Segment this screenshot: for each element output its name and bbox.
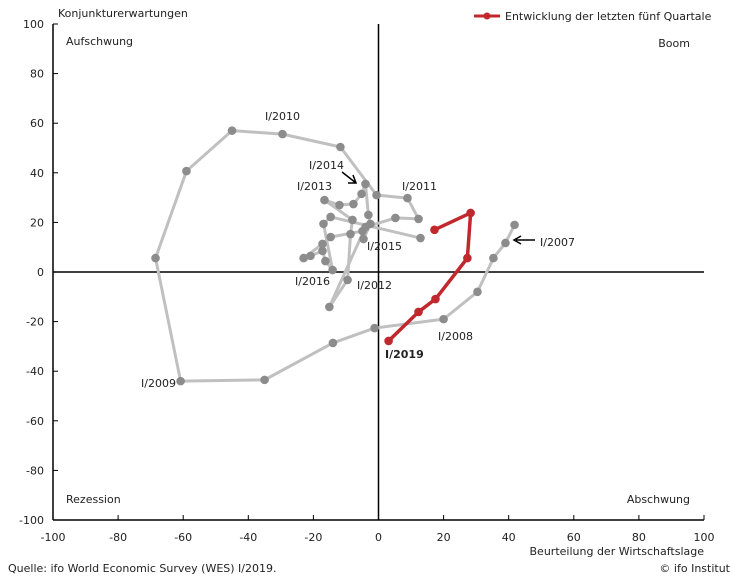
history-point [336, 142, 345, 152]
y-tick-label: 100 [23, 18, 44, 31]
history-point [176, 376, 185, 386]
recent-quarter-point [430, 225, 439, 235]
history-point [372, 190, 381, 200]
history-point [320, 195, 329, 205]
history-point [403, 193, 412, 203]
quadrant-label-top-right: Boom [658, 37, 690, 50]
history-point [358, 226, 367, 236]
history-point [501, 238, 510, 248]
history-point [439, 314, 448, 324]
y-tick-label: -20 [26, 316, 44, 329]
annotation-label: I/2009 [141, 377, 176, 390]
annotation-label: I/2019 [385, 348, 424, 361]
y-tick-label: -80 [26, 464, 44, 477]
annotations: I/2007 I/2008 I/2009 I/2010 I/2011 I/2012 I/20… [141, 110, 575, 390]
axes-frame [52, 24, 704, 521]
history-point [278, 129, 287, 139]
history-point [366, 219, 375, 229]
annotation-label: I/2015 [367, 240, 402, 253]
annotation-label: I/2014 [309, 159, 344, 172]
y-tick-label: -100 [19, 514, 44, 527]
history-point [319, 219, 328, 229]
annotation-label: I/2008 [438, 330, 473, 343]
history-point [510, 220, 519, 230]
source-note: Quelle: ifo World Economic Survey (WES) … [8, 562, 277, 575]
history-point [357, 189, 366, 199]
history-point [318, 246, 327, 256]
history-point [414, 214, 423, 224]
history-point [364, 210, 373, 220]
annotation-label: I/2013 [297, 180, 332, 193]
history-point [370, 323, 379, 333]
recent-quarter-point [431, 294, 440, 304]
history-point [328, 265, 337, 275]
history-point [306, 251, 315, 261]
history-point [151, 253, 160, 263]
history-point [359, 234, 368, 244]
y-axis-label: Konjunkturerwartungen [58, 7, 188, 20]
history-point [321, 256, 330, 266]
x-tick-label: 60 [567, 531, 581, 544]
history-point [489, 253, 498, 263]
y-tick-label: -60 [26, 415, 44, 428]
arrow-icon [512, 235, 535, 245]
legend: Entwicklung der letzten fünf Quartale [474, 10, 712, 23]
x-tick-label: 100 [694, 531, 715, 544]
x-tick-label: 20 [437, 531, 451, 544]
x-tick-label: -60 [174, 531, 192, 544]
tick-labels: -100 -80 -60 -40 -20 0 20 40 60 80 100 -100 -80 -60 -4… [19, 18, 714, 544]
history-point [349, 199, 358, 209]
recent-quarter-point [463, 253, 472, 263]
y-tick-label: 0 [37, 266, 44, 279]
x-tick-label: -80 [109, 531, 127, 544]
history-point [348, 215, 357, 225]
quadrant-label-bottom-left: Rezession [66, 493, 121, 506]
x-tick-label: -20 [304, 531, 322, 544]
recent-quarter-point [466, 208, 475, 218]
history-point [182, 166, 191, 176]
x-tick-label: 80 [632, 531, 646, 544]
annotation-label: I/2012 [357, 279, 392, 292]
history-point [335, 200, 344, 210]
x-tick-label: -40 [239, 531, 257, 544]
recent-quarter-point [384, 336, 393, 346]
series-group [151, 126, 519, 386]
history-point [325, 302, 334, 312]
annotation-label: I/2016 [295, 275, 330, 288]
annotation-label: I/2011 [402, 180, 437, 193]
legend-label: Entwicklung der letzten fünf Quartale [505, 10, 712, 23]
history-point [326, 212, 335, 222]
history-point [326, 232, 335, 242]
x-tick-label: -100 [41, 531, 66, 544]
history-point [416, 233, 425, 243]
recent-quarter-point [414, 307, 423, 317]
history-point [299, 253, 308, 263]
annotation-label: I/2007 [540, 236, 575, 249]
annotation-label: I/2010 [265, 110, 300, 123]
history-point [391, 213, 400, 223]
x-axis-label: Beurteilung der Wirtschaftslage [530, 545, 705, 558]
history-point [361, 179, 370, 189]
quadrant-label-bottom-right: Abschwung [627, 493, 690, 506]
recent-quarters-line [387, 211, 473, 343]
quadrant-label-top-left: Aufschwung [66, 35, 133, 48]
legend-marker [483, 12, 491, 20]
history-point [328, 338, 338, 348]
history-point [473, 287, 482, 297]
copyright: © ifo Institut [659, 562, 730, 575]
y-tick-label: 20 [30, 216, 44, 229]
history-point [346, 229, 355, 239]
x-tick-label: 40 [502, 531, 516, 544]
history-point [343, 275, 352, 285]
arrow-icon [341, 171, 358, 184]
y-tick-label: 80 [30, 68, 44, 81]
x-tick-label: 0 [375, 531, 382, 544]
history-point [318, 239, 327, 249]
y-tick-label: -40 [26, 365, 44, 378]
history-point [260, 375, 269, 385]
y-tick-label: 60 [30, 117, 44, 130]
y-tick-label: 40 [30, 167, 44, 180]
history-point [227, 126, 237, 135]
